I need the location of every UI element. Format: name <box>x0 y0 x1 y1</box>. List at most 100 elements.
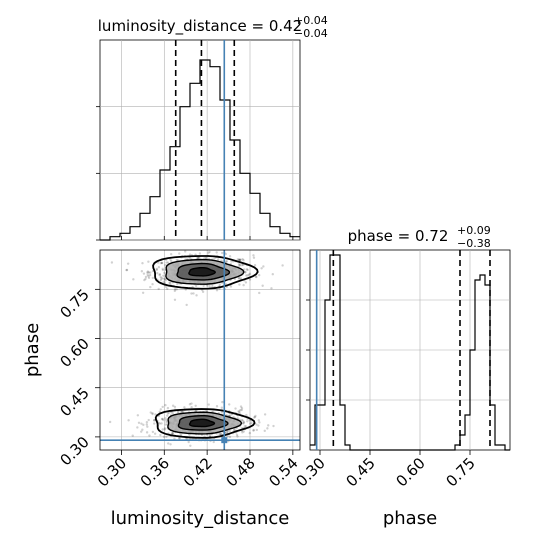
scatter-point <box>228 429 231 433</box>
scatter-point <box>157 266 161 269</box>
scatter-point <box>147 418 150 422</box>
scatter-point <box>159 433 162 437</box>
contour-line <box>188 266 216 277</box>
scatter-point <box>110 261 114 264</box>
scatter-point <box>238 264 241 267</box>
x-tick-label: 0.42 <box>180 454 216 490</box>
scatter-point <box>146 270 150 273</box>
scatter-point <box>160 277 163 280</box>
scatter-point <box>258 421 261 424</box>
scatter-point <box>244 271 247 274</box>
scatter-point <box>244 281 248 284</box>
scatter-point <box>141 428 144 431</box>
scatter-point <box>140 430 143 433</box>
scatter-point <box>272 424 275 428</box>
scatter-point <box>159 261 163 265</box>
scatter-point <box>204 409 207 413</box>
scatter-point <box>162 418 165 422</box>
scatter-point <box>165 261 168 264</box>
scatter-point <box>190 405 193 409</box>
scatter-point <box>151 276 154 280</box>
scatter-point <box>189 444 192 447</box>
scatter-point <box>161 417 164 421</box>
scatter-point <box>242 420 246 424</box>
hist-phase-title: phase = 0.72 <box>348 227 449 245</box>
scatter-point <box>224 282 227 286</box>
scatter-point <box>253 416 256 419</box>
scatter-point <box>158 273 161 277</box>
scatter-point <box>242 421 245 425</box>
scatter-point <box>153 422 156 425</box>
scatter-point <box>254 275 258 278</box>
y-tick-label: 0.60 <box>56 335 92 371</box>
scatter-point <box>252 429 255 432</box>
scatter-point <box>238 410 241 414</box>
scatter-point <box>260 267 263 270</box>
scatter-point <box>235 433 239 437</box>
scatter-point <box>171 404 175 407</box>
scatter-point <box>155 268 158 272</box>
scatter-point <box>237 263 241 266</box>
scatter-point <box>144 277 147 281</box>
scatter-point <box>237 410 240 413</box>
scatter-point <box>226 435 229 438</box>
scatter-point <box>263 413 267 416</box>
scatter-point <box>149 285 152 289</box>
scatter-point <box>149 411 152 414</box>
scatter-point <box>158 422 162 425</box>
contour-line <box>188 418 216 428</box>
scatter-point <box>171 411 174 415</box>
scatter-point <box>241 257 244 261</box>
scatter-point <box>238 263 242 267</box>
scatter-point <box>163 427 167 430</box>
histogram-step-line <box>100 59 300 241</box>
scatter-point <box>166 287 169 290</box>
scatter-point <box>245 274 248 277</box>
scatter-point <box>195 294 198 297</box>
scatter-point <box>188 253 192 256</box>
scatter-point <box>173 289 177 293</box>
scatter-point <box>229 285 233 288</box>
scatter-point <box>207 403 210 406</box>
scatter-point <box>169 443 172 446</box>
scatter-point <box>147 260 150 263</box>
scatter-point <box>159 408 162 411</box>
y-tick-label: 0.75 <box>56 285 92 321</box>
scatter-point <box>163 277 166 280</box>
scatter-point <box>153 432 157 435</box>
scatter-point <box>163 428 167 431</box>
scatter-point <box>238 283 241 286</box>
scatter-point <box>164 263 167 267</box>
scatter-point <box>178 436 181 440</box>
scatter-point <box>240 418 244 422</box>
hist-luminosity-distance-title: luminosity_distance = 0.42 <box>98 17 302 36</box>
scatter-point <box>221 400 224 404</box>
scatter-point <box>248 431 252 435</box>
scatter-point <box>170 260 173 263</box>
scatter-point <box>144 275 148 279</box>
scatter-point <box>164 419 168 422</box>
x-tick-label: 0.45 <box>342 454 378 490</box>
scatter-point <box>242 430 245 433</box>
scatter-point <box>169 281 172 285</box>
scatter-point <box>239 408 242 412</box>
x-tick-label: 0.75 <box>442 454 478 490</box>
scatter-point <box>183 250 187 253</box>
scatter-point <box>169 252 173 256</box>
scatter-point <box>252 254 255 257</box>
scatter-point <box>212 440 215 444</box>
scatter-point <box>142 423 145 427</box>
scatter-point <box>188 403 192 406</box>
scatter-point <box>248 419 251 422</box>
scatter-point <box>166 414 169 417</box>
scatter-point <box>242 283 245 287</box>
scatter-point <box>132 278 135 281</box>
scatter-point <box>153 419 156 422</box>
scatter-point <box>206 284 209 287</box>
scatter-point <box>157 287 160 291</box>
scatter-point <box>253 415 257 419</box>
scatter-point <box>164 403 167 407</box>
scatter-point <box>233 428 236 431</box>
scatter-point <box>219 432 223 436</box>
scatter-point <box>154 413 157 416</box>
